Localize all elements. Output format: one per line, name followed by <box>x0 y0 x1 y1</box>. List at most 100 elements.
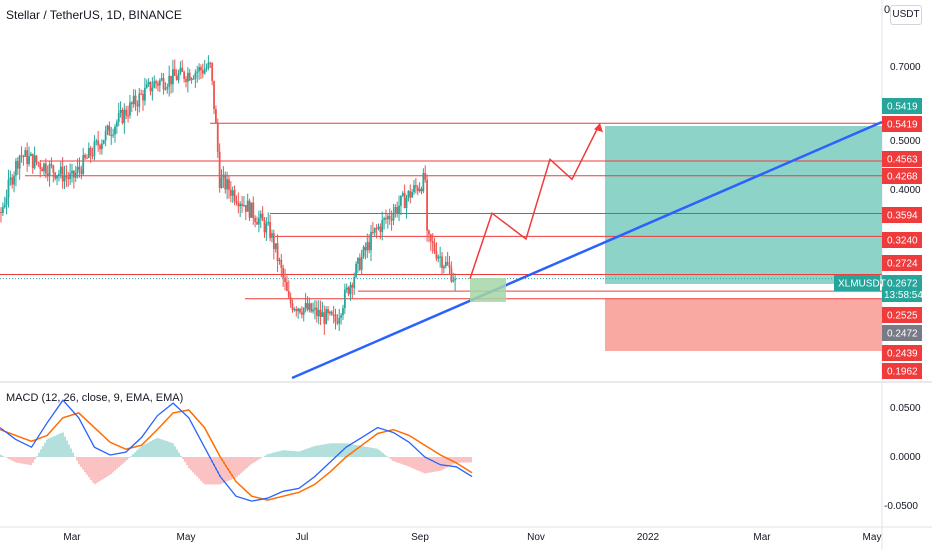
candle-body <box>414 185 417 188</box>
candle-body <box>190 78 193 81</box>
candle-body <box>80 169 83 175</box>
candle-body <box>179 67 182 74</box>
candle-body <box>244 205 247 212</box>
candle-body <box>259 213 262 219</box>
candle-body <box>332 314 335 316</box>
candle-body <box>280 259 283 269</box>
candle-body <box>314 307 316 310</box>
candle-body <box>97 140 100 146</box>
price-tag-label: 0.5419 <box>887 120 918 131</box>
candle-body <box>351 284 354 288</box>
candle-body <box>205 68 208 70</box>
candle-body <box>153 81 156 88</box>
candle-body <box>186 72 189 82</box>
candle-body <box>104 130 107 141</box>
candle-body <box>228 179 230 190</box>
candle-body <box>89 148 92 156</box>
profit-zone[interactable] <box>605 126 882 284</box>
candle-body <box>29 153 32 156</box>
candle-body <box>338 317 341 324</box>
candle-body <box>388 216 391 219</box>
candle-body <box>229 189 232 196</box>
price-tag-label: 0.2472 <box>887 329 918 340</box>
time-tick-label: 2022 <box>637 532 660 543</box>
candle-body <box>200 67 202 71</box>
candle-body <box>69 173 72 179</box>
candle-body <box>411 192 414 198</box>
candle-body <box>138 93 141 107</box>
candle-body <box>166 86 169 89</box>
candle-body <box>110 134 113 136</box>
candle-body <box>345 287 348 290</box>
candle-body <box>304 303 307 309</box>
price-tag-label: 0.2525 <box>887 311 918 322</box>
countdown-label: 13:58:54 <box>884 290 923 301</box>
candle-body <box>215 109 217 124</box>
candle-body <box>239 203 242 207</box>
candle-body <box>390 218 393 221</box>
price-tag-label: 0.2724 <box>887 259 918 270</box>
chart-title: Stellar / TetherUS, 1D, BINANCE <box>6 8 182 22</box>
candle-body <box>54 172 57 179</box>
candle-body <box>295 309 298 312</box>
price-tag-label: 0.1962 <box>887 367 918 378</box>
price-tag <box>882 98 922 114</box>
candle-body <box>177 73 180 80</box>
price-tag <box>882 151 922 167</box>
projection-path <box>469 122 601 279</box>
time-tick-label: May <box>863 532 882 543</box>
macd-title: MACD (12, 26, close, 9, EMA, EMA) <box>6 392 184 404</box>
candle-body <box>164 88 167 90</box>
candle-body <box>300 312 303 315</box>
price-tick-label: 0.5000 <box>890 136 921 147</box>
projection-arrowhead <box>594 123 603 133</box>
candle-body <box>379 226 382 233</box>
candle-body <box>127 115 129 117</box>
candle-body <box>172 69 174 85</box>
candle-body <box>112 134 115 136</box>
candle-body <box>123 109 126 124</box>
candle-body <box>22 156 25 158</box>
candle-body <box>129 102 131 116</box>
loss-zone[interactable] <box>605 299 882 351</box>
candle-body <box>175 75 178 80</box>
candle-body <box>366 242 369 251</box>
candle-body <box>329 311 331 314</box>
candle-body <box>364 247 367 251</box>
candle-body <box>188 72 191 81</box>
time-tick-label: Mar <box>753 532 771 543</box>
candle-body <box>325 309 328 324</box>
price-tag-label: 0.2672 <box>887 279 918 290</box>
candle-body <box>233 190 236 201</box>
candle-body <box>443 266 445 269</box>
candle-body <box>149 81 152 92</box>
candle-body <box>409 191 412 198</box>
candle-body <box>287 290 290 298</box>
candle-body <box>1 207 4 214</box>
candle-body <box>7 179 10 198</box>
symbol-badge-label: XLMUSDT <box>838 279 886 290</box>
candle-body <box>28 155 30 165</box>
candle-body <box>203 69 206 74</box>
candle-body <box>114 126 116 135</box>
candle-body <box>274 243 277 250</box>
candle-body <box>33 155 36 168</box>
candle-body <box>243 205 245 207</box>
candle-body <box>291 303 294 311</box>
currency-button[interactable]: USDT <box>890 5 922 25</box>
candle-body <box>439 256 442 258</box>
candle-body <box>170 75 172 85</box>
candle-body <box>61 166 64 182</box>
candle-body <box>108 125 111 136</box>
candle-body <box>11 177 14 185</box>
candle-body <box>392 212 395 221</box>
candle-body <box>106 125 109 131</box>
price-tag <box>882 307 922 323</box>
candle-body <box>41 168 43 172</box>
candle-body <box>347 287 350 295</box>
candle-body <box>349 284 352 295</box>
candle-body <box>168 75 171 87</box>
price-tag-label: 0.3240 <box>887 236 918 247</box>
candle-body <box>151 87 154 92</box>
